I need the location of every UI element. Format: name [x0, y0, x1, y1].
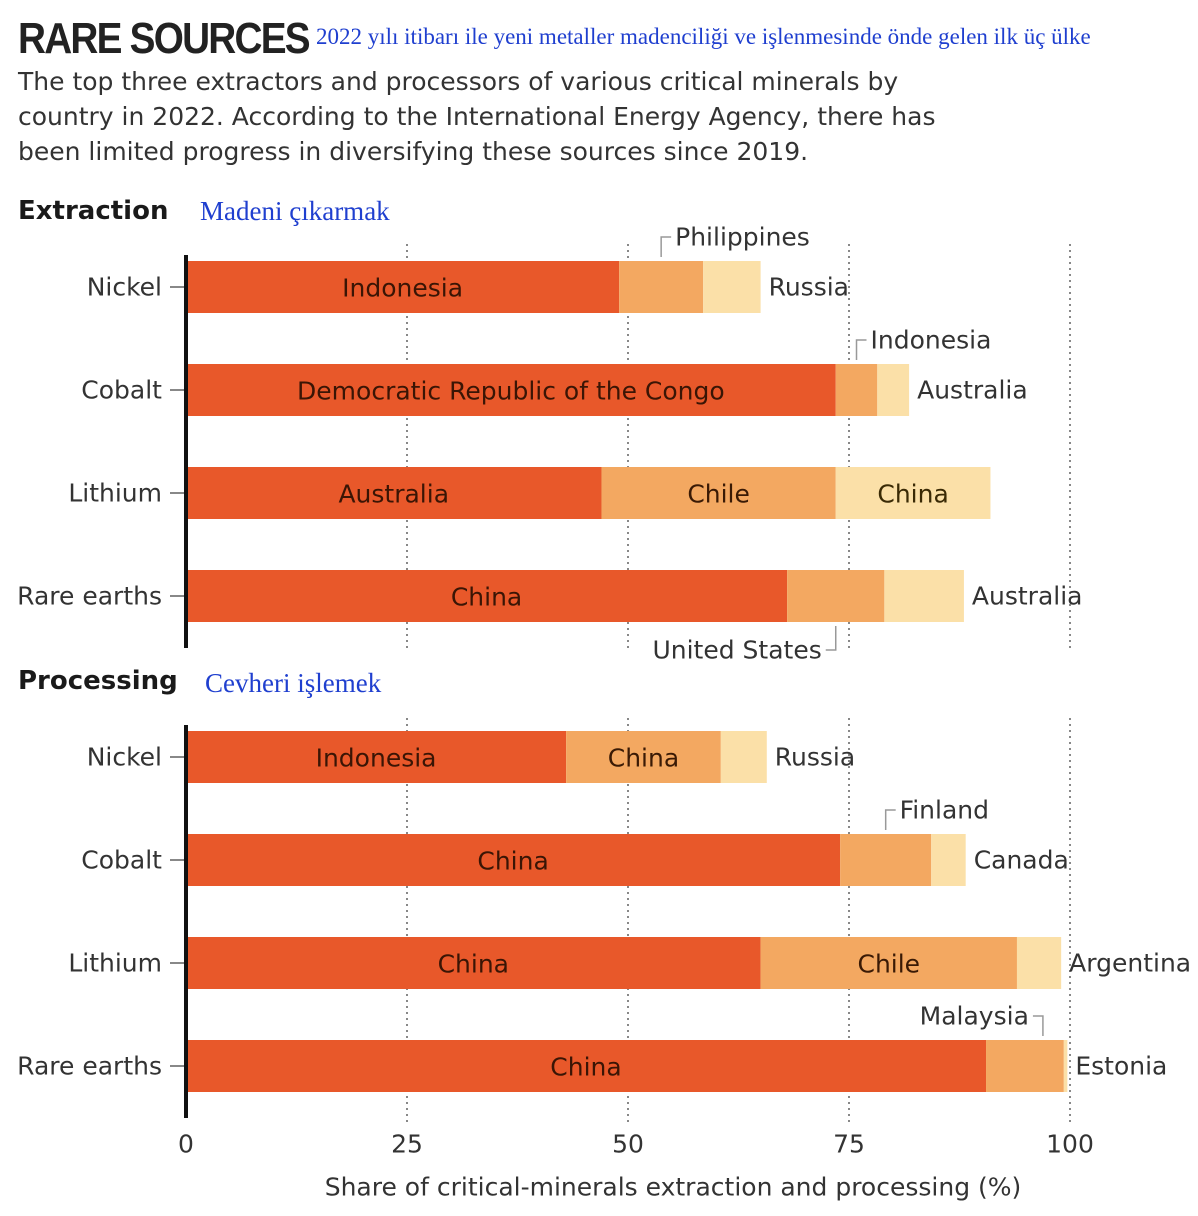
extraction-label-nickel-russia: Russia	[769, 273, 849, 302]
processing-label-nickel-russia: Russia	[775, 743, 855, 772]
extraction-bar-nickel-philippines	[619, 261, 704, 313]
extraction-bar-rare-earths-australia	[884, 570, 964, 622]
extraction-label-lithium-china: China	[877, 480, 948, 509]
processing-label-rare-earths-china: China	[550, 1053, 621, 1082]
processing-bar-cobalt-china	[186, 834, 841, 886]
x-tick-label-100: 100	[1046, 1130, 1094, 1159]
extraction-bar-nickel-indonesia	[186, 261, 620, 313]
processing-bar-nickel-indonesia	[186, 731, 567, 783]
chart-subtitle: The top three extractors and processors …	[18, 67, 936, 166]
extraction-label-cobalt-indonesia-leader	[855, 339, 867, 360]
extraction-label-cobalt-australia: Australia	[917, 376, 1028, 405]
extraction-category-label-lithium: Lithium	[68, 479, 162, 508]
processing-label-cobalt-canada: Canada	[974, 846, 1069, 875]
translated-title: 2022 yılı itibarı ile yeni metaller made…	[316, 24, 1091, 49]
processing-bar-cobalt-canada	[931, 834, 966, 886]
extraction-bar-cobalt-indonesia	[835, 364, 878, 416]
processing-bar-lithium-chile	[760, 937, 1017, 989]
extraction-category-label-rare-earths: Rare earths	[17, 582, 162, 611]
extraction-label-nickel-philippines-leader	[660, 236, 672, 257]
extraction-label-rare-earths-united-states-leader	[825, 626, 837, 651]
processing-bar-rare-earths-malaysia	[986, 1040, 1064, 1092]
processing-bar-lithium-argentina	[1016, 937, 1062, 989]
processing-bar-rare-earths-estonia	[1063, 1040, 1068, 1092]
processing-label-cobalt-finland-leader	[884, 809, 896, 830]
extraction-bar-nickel-russia	[703, 261, 761, 313]
extraction-label-rare-earths-china: China	[451, 583, 522, 612]
processing-label-rare-earths-malaysia-leader	[1032, 1015, 1044, 1036]
x-tick-label-50: 50	[612, 1130, 644, 1159]
processing-bar-nickel-russia	[720, 731, 767, 783]
processing-label-lithium-china: China	[438, 950, 509, 979]
extraction-label-cobalt-indonesia: Indonesia	[871, 326, 992, 355]
extraction-label-nickel-indonesia: Indonesia	[342, 274, 463, 303]
extraction-label-lithium-chile: Chile	[687, 480, 750, 509]
extraction-bar-cobalt-australia	[877, 364, 910, 416]
processing-label-rare-earths-estonia: Estonia	[1075, 1052, 1167, 1081]
processing-translated-title: Cevheri işlemek	[205, 668, 382, 698]
processing-label-nickel-indonesia: Indonesia	[316, 744, 437, 773]
x-tick-label-0: 0	[178, 1130, 194, 1159]
extraction-bar-lithium-china	[835, 467, 991, 519]
extraction-bar-rare-earths-united-states	[787, 570, 885, 622]
processing-bar-nickel-china	[566, 731, 721, 783]
extraction-category-label-nickel: Nickel	[87, 273, 162, 302]
processing-category-label-rare-earths: Rare earths	[17, 1052, 162, 1081]
extraction-bar-lithium-australia	[186, 467, 602, 519]
processing-bar-lithium-china	[186, 937, 761, 989]
chart-title: RARE SOURCES	[18, 14, 311, 63]
processing-bar-cobalt-finland	[840, 834, 932, 886]
processing-bar-rare-earths-china	[186, 1040, 987, 1092]
extraction-label-cobalt-democratic-republic-of-the-congo: Democratic Republic of the Congo	[297, 377, 725, 406]
processing-label-lithium-chile: Chile	[857, 950, 920, 979]
extraction-label-rare-earths-united-states: United States	[652, 636, 821, 665]
extraction-label-nickel-philippines: Philippines	[675, 223, 810, 252]
extraction-label-lithium-australia: Australia	[338, 480, 449, 509]
processing-label-cobalt-finland: Finland	[900, 796, 989, 825]
extraction-bar-rare-earths-china	[186, 570, 788, 622]
processing-category-label-nickel: Nickel	[87, 743, 162, 772]
x-tick-label-25: 25	[391, 1130, 423, 1159]
extraction-category-label-cobalt: Cobalt	[81, 376, 162, 405]
extraction-bar-cobalt-democratic-republic-of-the-congo	[186, 364, 836, 416]
extraction-label-rare-earths-australia: Australia	[972, 582, 1083, 611]
processing-category-label-cobalt: Cobalt	[81, 846, 162, 875]
processing-label-lithium-argentina: Argentina	[1069, 949, 1191, 978]
processing-section-title: Processing	[18, 666, 178, 696]
extraction-bar-lithium-chile	[601, 467, 836, 519]
processing-label-cobalt-china: China	[477, 847, 548, 876]
extraction-translated-title: Madeni çıkarmak	[200, 196, 390, 226]
processing-label-nickel-china: China	[608, 744, 679, 773]
x-axis-label: Share of critical-minerals extraction an…	[325, 1173, 1022, 1202]
extraction-section-title: Extraction	[18, 196, 169, 226]
x-tick-label-75: 75	[833, 1130, 865, 1159]
processing-label-rare-earths-malaysia: Malaysia	[920, 1002, 1029, 1031]
processing-category-label-lithium: Lithium	[68, 949, 162, 978]
